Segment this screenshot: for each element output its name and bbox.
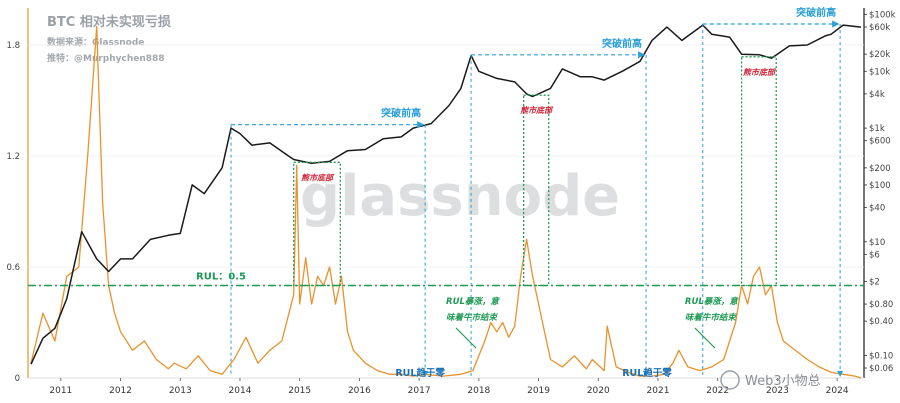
y-right-tick-label: $1k <box>869 124 885 134</box>
x-tick-label: 2023 <box>766 386 789 396</box>
y-right-tick-label: $100k <box>869 10 896 20</box>
y-right-tick-label: $20k <box>869 50 890 60</box>
wechat-icon <box>720 370 740 390</box>
x-tick-label: 2021 <box>647 386 670 396</box>
y-right-tick-label: $600 <box>869 137 891 147</box>
chart-twitter: 推特：@Murphychen888 <box>47 52 165 64</box>
y-right-tick-label: $0.80 <box>869 300 893 310</box>
breakout-label: 突破前高 <box>602 37 642 50</box>
rul-spike-label-line2: 味着牛市结束 <box>685 312 738 323</box>
watermark: glassnode <box>300 164 620 229</box>
rul-spike-label-line1: RUL暴涨，意 <box>685 296 739 307</box>
x-tick-label: 2018 <box>467 386 490 396</box>
x-tick-label: 2013 <box>169 386 192 396</box>
x-tick-label: 2014 <box>229 386 252 396</box>
y-right-tick-label: $100 <box>869 181 891 191</box>
bottom-label: 熊市底部 <box>520 106 554 115</box>
rul-spike-arrow <box>694 327 716 349</box>
credit-badge: Web3小物总 <box>720 370 821 390</box>
y-right-tick-label: $6 <box>869 250 880 260</box>
y-right-tick-label: $0.06 <box>869 364 893 374</box>
x-tick-label: 2019 <box>527 386 550 396</box>
rul-spike-label-line1: RUL暴涨，意 <box>446 296 500 307</box>
bottom-box <box>293 161 341 287</box>
y-left-tick-label: 1.2 <box>6 152 20 162</box>
y-right-tick-label: $4k <box>869 90 885 100</box>
y-left-tick-label: 1.8 <box>6 41 20 51</box>
axes: 0 0.6 1.2 1.8 $100k $60k $20k $10k $4k $1k $600 $20… <box>6 8 896 396</box>
bottom-label: 熊市底部 <box>301 173 335 182</box>
credit-text: Web3小物总 <box>745 374 821 389</box>
rul-zero-label: RUL趋于零 <box>622 367 672 379</box>
breakout-label: 突破前高 <box>796 6 836 19</box>
y-right-tick-label: $60k <box>869 23 890 33</box>
y-right-tick-label: $200 <box>869 164 891 174</box>
price-series <box>30 24 862 365</box>
chart-title: BTC 相对未实现亏损 <box>47 14 171 30</box>
y-right-tick-label: $10 <box>869 238 885 248</box>
y-right-tick-label: $40 <box>869 204 885 214</box>
x-tick-label: 2012 <box>109 386 132 396</box>
threshold-label: RUL：0.5 <box>196 272 246 283</box>
x-tick-label: 2020 <box>587 386 610 396</box>
rul-series <box>30 25 862 379</box>
x-tick-label: 2011 <box>49 386 72 396</box>
rul-spike-label-line2: 味着牛市结束 <box>446 312 499 323</box>
x-tick-label: 2024 <box>826 386 849 396</box>
y-left-tick-label: 0 <box>15 374 20 384</box>
x-tick-label: 2017 <box>408 386 431 396</box>
rul-spike-arrow <box>455 327 477 349</box>
y-left-tick-label: 0.6 <box>6 263 20 273</box>
bottom-box <box>522 94 550 287</box>
threshold-line: RUL：0.5 <box>28 272 864 287</box>
bottom-label: 熊市底部 <box>743 68 777 77</box>
x-tick-label: 2022 <box>706 386 729 396</box>
y-right-tick-label: $0.10 <box>869 351 893 361</box>
x-tick-label: 2016 <box>348 386 371 396</box>
rul-zero-label: RUL趋于零 <box>395 367 445 379</box>
price-line <box>30 24 862 365</box>
breakout-label: 突破前高 <box>381 107 421 120</box>
y-right-tick-label: $2 <box>869 277 880 287</box>
y-right-tick-label: $10k <box>869 67 890 77</box>
bottom-box <box>740 56 777 287</box>
rul-line <box>30 25 862 379</box>
y-right-tick-label: $0.40 <box>869 317 893 327</box>
x-tick-label: 2015 <box>288 386 311 396</box>
